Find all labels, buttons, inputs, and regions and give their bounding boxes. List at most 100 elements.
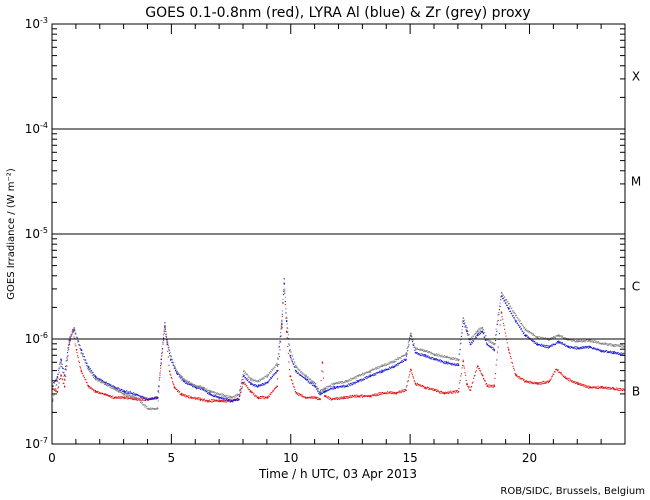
data-point <box>418 354 420 356</box>
data-point <box>526 335 528 337</box>
data-point <box>174 369 177 371</box>
data-point <box>520 322 522 325</box>
data-point <box>534 340 536 343</box>
data-point <box>597 387 600 390</box>
data-point <box>140 397 142 399</box>
data-point <box>471 342 473 344</box>
data-point <box>560 373 562 375</box>
data-point <box>544 381 546 383</box>
data-point <box>547 382 550 384</box>
data-point <box>118 390 120 392</box>
data-point <box>89 386 91 388</box>
data-point <box>378 372 380 374</box>
data-point <box>584 340 586 342</box>
data-point <box>476 365 479 367</box>
data-point <box>322 391 325 393</box>
data-point <box>72 331 74 333</box>
data-point <box>565 345 567 347</box>
data-point <box>115 388 117 390</box>
data-point <box>565 337 567 339</box>
data-point <box>210 390 212 392</box>
data-point <box>163 339 165 341</box>
data-point <box>158 379 160 381</box>
data-point <box>393 392 396 394</box>
data-point <box>519 321 521 323</box>
data-point <box>482 332 484 334</box>
data-point <box>129 395 131 397</box>
data-point <box>604 350 606 352</box>
data-point <box>569 347 571 349</box>
data-point <box>444 355 446 357</box>
data-point <box>197 385 199 388</box>
data-point <box>125 397 127 399</box>
data-point <box>202 386 204 389</box>
data-point <box>537 337 540 339</box>
data-point <box>150 407 152 409</box>
data-point <box>85 378 87 381</box>
data-point <box>404 359 406 361</box>
data-point <box>139 395 141 397</box>
data-point <box>277 365 279 367</box>
data-point <box>385 392 387 394</box>
data-point <box>478 368 480 370</box>
data-point <box>330 388 332 390</box>
data-point <box>199 385 201 387</box>
data-point <box>554 337 557 339</box>
data-point <box>606 387 608 389</box>
data-point <box>113 388 115 390</box>
data-point <box>371 369 373 371</box>
data-point <box>125 392 127 394</box>
data-point <box>445 356 448 358</box>
data-point <box>531 381 533 383</box>
data-point <box>261 396 263 398</box>
data-point <box>256 397 258 399</box>
data-point <box>192 385 194 388</box>
data-point <box>287 327 289 329</box>
data-point <box>598 387 600 389</box>
data-point <box>236 397 239 399</box>
data-point <box>550 378 552 380</box>
data-point <box>509 352 511 355</box>
data-point <box>590 387 592 389</box>
data-point <box>137 394 139 396</box>
data-point <box>339 385 341 387</box>
data-point <box>113 387 115 389</box>
data-point <box>104 393 106 395</box>
data-point <box>297 372 299 374</box>
data-point <box>542 380 545 382</box>
data-point <box>463 320 465 322</box>
data-point <box>406 353 408 355</box>
data-point <box>121 397 123 399</box>
data-point <box>402 390 404 392</box>
data-point <box>444 391 446 393</box>
data-point <box>489 384 491 386</box>
data-point <box>455 390 457 392</box>
data-point <box>401 389 403 391</box>
data-point <box>103 393 105 395</box>
data-point <box>114 388 116 390</box>
data-point <box>297 368 299 370</box>
data-point <box>191 397 193 399</box>
data-point <box>520 328 522 330</box>
data-point <box>107 395 109 397</box>
data-point <box>385 364 387 366</box>
data-point <box>97 380 99 382</box>
data-point <box>298 370 300 372</box>
data-point <box>617 345 619 347</box>
data-point <box>83 377 86 379</box>
data-point <box>539 383 541 385</box>
data-point <box>59 366 61 368</box>
data-point <box>241 379 243 381</box>
data-point <box>173 364 175 366</box>
data-point <box>203 398 206 400</box>
data-point <box>144 399 147 401</box>
data-point <box>408 374 411 376</box>
data-point <box>283 282 285 284</box>
data-point <box>567 339 570 341</box>
data-point <box>382 392 384 394</box>
data-point <box>434 389 436 391</box>
data-point <box>77 357 79 359</box>
data-point <box>548 339 550 341</box>
data-point <box>411 372 413 374</box>
data-point <box>558 335 560 338</box>
